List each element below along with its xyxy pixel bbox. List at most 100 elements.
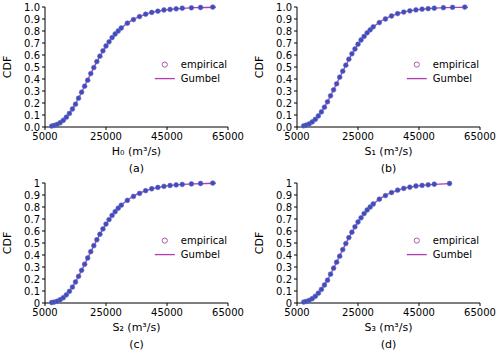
- y-tick-label: 0.2: [24, 274, 40, 285]
- legend-marker: [414, 238, 419, 243]
- empirical-point: [155, 185, 160, 190]
- empirical-point: [337, 75, 342, 80]
- y-tick-label: 0.4: [24, 250, 40, 261]
- empirical-point: [420, 183, 425, 188]
- y-tick-label: 0.1: [24, 110, 40, 121]
- legend-label: Gumbel: [181, 73, 220, 84]
- empirical-point: [210, 5, 215, 10]
- empirical-point: [328, 93, 333, 98]
- x-tick-label: 65000: [464, 131, 496, 142]
- y-tick: [42, 79, 45, 80]
- x-tick-label: 45000: [403, 307, 435, 318]
- empirical-point: [426, 182, 431, 187]
- empirical-point: [88, 249, 93, 254]
- x-tick-label: 45000: [151, 307, 183, 318]
- panel: 00.10.20.30.40.50.60.70.80.9150002500045…: [1, 178, 244, 352]
- y-tick-label: 0.6: [24, 226, 40, 237]
- y-axis-label: CDF: [1, 56, 14, 78]
- y-tick: [294, 103, 297, 104]
- y-tick-label: 0.3: [24, 262, 40, 273]
- empirical-point: [125, 21, 130, 26]
- y-tick: [42, 103, 45, 104]
- legend-line: [155, 254, 175, 255]
- x-axis-label: S₂ (m³/s): [112, 321, 160, 334]
- y-tick: [294, 91, 297, 92]
- y-tick-label: 0.6: [276, 226, 292, 237]
- y-tick: [42, 31, 45, 32]
- empirical-point: [119, 203, 124, 208]
- y-tick: [42, 291, 45, 292]
- empirical-point: [67, 289, 72, 294]
- x-tick: [419, 127, 420, 130]
- x-tick-label: 5000: [32, 307, 57, 318]
- x-tick-label: 5000: [32, 131, 57, 142]
- y-tick-label: 0.8: [24, 26, 40, 37]
- empirical-point: [85, 78, 90, 83]
- x-axis: [297, 303, 480, 304]
- y-tick: [42, 219, 45, 220]
- empirical-point: [104, 44, 109, 49]
- empirical-point: [353, 224, 358, 229]
- empirical-point: [198, 181, 203, 186]
- empirical-point: [91, 243, 96, 248]
- x-tick: [358, 303, 359, 306]
- x-tick-label: 45000: [151, 131, 183, 142]
- empirical-point: [340, 247, 345, 252]
- empirical-point: [353, 47, 358, 52]
- x-tick: [45, 303, 46, 306]
- empirical-point: [73, 102, 78, 107]
- empirical-point: [359, 215, 364, 220]
- y-tick-label: 1: [34, 178, 40, 189]
- y-tick: [294, 55, 297, 56]
- y-tick-label: 0.1: [276, 110, 292, 121]
- empirical-point: [155, 9, 160, 14]
- empirical-point: [104, 222, 109, 227]
- empirical-point: [322, 105, 327, 110]
- y-tick-label: 1: [286, 178, 292, 189]
- y-tick-label: 0.7: [24, 214, 40, 225]
- empirical-point: [340, 69, 345, 74]
- legend-marker: [414, 62, 419, 67]
- y-tick-label: 0.8: [24, 202, 40, 213]
- empirical-point: [73, 280, 78, 285]
- y-tick-label: 0.8: [276, 202, 292, 213]
- empirical-point: [316, 114, 321, 119]
- y-tick: [294, 67, 297, 68]
- empirical-point: [91, 65, 96, 70]
- y-axis-label: CDF: [253, 232, 266, 254]
- y-tick-label: 0.9: [24, 190, 40, 201]
- panel-title: (d): [381, 338, 397, 351]
- legend-line: [155, 78, 175, 79]
- empirical-point: [101, 227, 106, 232]
- empirical-point: [337, 254, 342, 259]
- y-tick-label: 0.4: [24, 74, 40, 85]
- x-tick-label: 5000: [284, 131, 309, 142]
- empirical-point: [325, 278, 330, 283]
- y-tick: [42, 267, 45, 268]
- empirical-point: [143, 188, 148, 193]
- empirical-point: [389, 14, 394, 19]
- empirical-point: [383, 17, 388, 22]
- y-tick: [294, 115, 297, 116]
- legend-label: empirical: [433, 235, 479, 246]
- x-tick: [167, 303, 168, 306]
- x-tick-label: 65000: [212, 307, 244, 318]
- figure: 0.00.10.20.30.40.50.60.70.80.91.05000250…: [0, 0, 500, 354]
- x-tick: [297, 303, 298, 306]
- x-tick: [167, 127, 168, 130]
- x-axis: [45, 303, 228, 304]
- empirical-point: [98, 232, 103, 237]
- panel-title: (a): [129, 162, 144, 175]
- empirical-point: [331, 266, 336, 271]
- y-tick: [294, 255, 297, 256]
- plot-area: [301, 181, 452, 304]
- legend-marker: [162, 238, 167, 243]
- empirical-point: [371, 24, 376, 29]
- y-tick-label: 0.7: [24, 38, 40, 49]
- y-tick-label: 0.8: [276, 26, 292, 37]
- y-tick: [294, 267, 297, 268]
- y-tick: [42, 55, 45, 56]
- panel: 00.10.20.30.40.50.60.70.80.9150002500045…: [253, 178, 496, 352]
- y-tick-label: 0.9: [276, 190, 292, 201]
- empirical-point: [389, 190, 394, 195]
